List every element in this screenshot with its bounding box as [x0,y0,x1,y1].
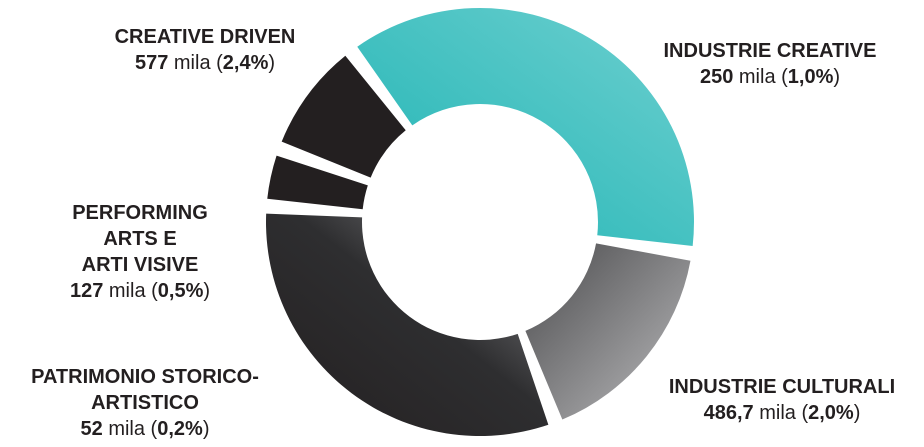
slice-value-performing: 127 [69,280,104,302]
slice-value-patrimonio: 52 [80,418,103,440]
slice-industrie-culturali [266,213,549,436]
slice-unit-industrie-creative: mila [738,66,776,88]
slice-unit-patrimonio: mila [108,418,145,440]
slice-name-industrie-creative: INDUSTRIE CREATIVE [663,40,877,62]
slice-unit-industrie-culturali: mila [759,402,796,424]
label-industrie-creative: INDUSTRIE CREATIVE 250 mila (1,0%) [620,38,920,90]
slice-name-performing-line3: ARTI VISIVE [81,254,199,276]
slice-pct-industrie-culturali: 2,0% [808,402,854,424]
slice-patrimonio [267,155,368,210]
slice-name-creative-driven: CREATIVE DRIVEN [114,26,296,48]
slice-performing-arts [281,55,406,178]
slice-value-industrie-culturali: 486,7 [703,402,754,424]
slice-pct-industrie-creative: 1,0% [787,66,834,88]
slice-unit-performing: mila [108,280,146,302]
slice-unit-creative-driven: mila [173,52,211,74]
slice-pct-performing: 0,5% [157,280,204,302]
slice-value-industrie-creative: 250 [699,66,734,88]
slice-name-patrimonio-line1: PATRIMONIO STORICO- [31,366,259,388]
slice-name-performing-line1: PERFORMING [72,202,208,224]
label-industrie-culturali: INDUSTRIE CULTURALI 486,7 mila (2,0%) [640,374,924,426]
slice-name-industrie-culturali: INDUSTRIE CULTURALI [668,376,896,398]
slice-industrie-creative [525,243,691,420]
slice-pct-patrimonio: 0,2% [157,418,203,440]
slice-name-performing-line2: ARTS E [103,228,177,250]
slice-value-creative-driven: 577 [134,52,169,74]
label-patrimonio: PATRIMONIO STORICO- ARTISTICO 52 mila (0… [0,364,290,442]
slice-name-patrimonio-line2: ARTISTICO [91,392,199,414]
label-creative-driven: CREATIVE DRIVEN 577 mila (2,4%) [60,24,350,76]
label-performing-arts: PERFORMING ARTS E ARTI VISIVE 127 mila (… [20,200,260,304]
slice-creative-driven [357,7,694,246]
slice-pct-creative-driven: 2,4% [222,52,269,74]
